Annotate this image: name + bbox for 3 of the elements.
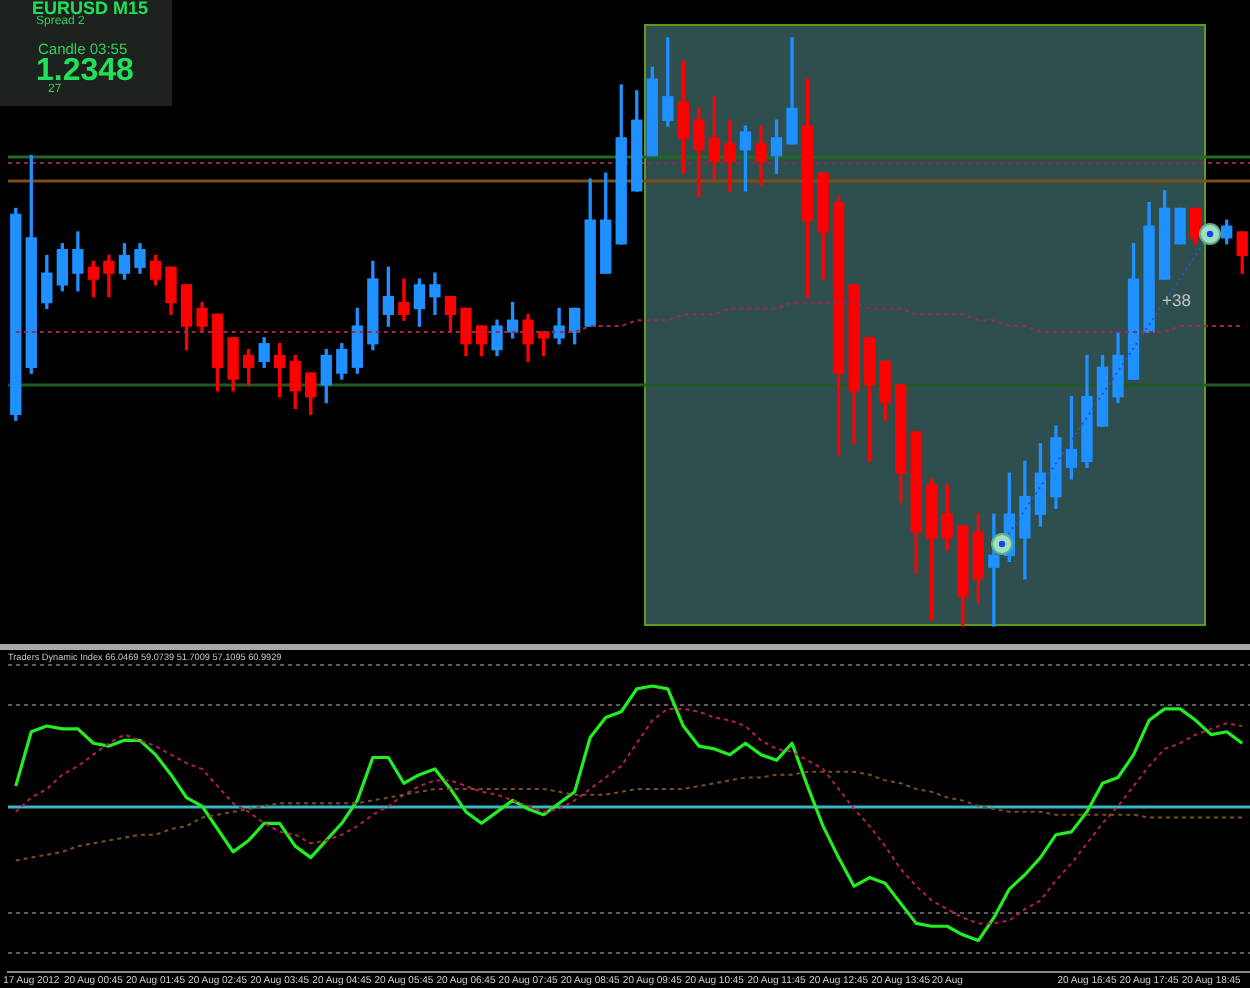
annotation: 1.2348 bbox=[36, 53, 134, 87]
annotation: +38 bbox=[1162, 290, 1191, 310]
chart-title: EURUSD M15 bbox=[32, 0, 149, 18]
